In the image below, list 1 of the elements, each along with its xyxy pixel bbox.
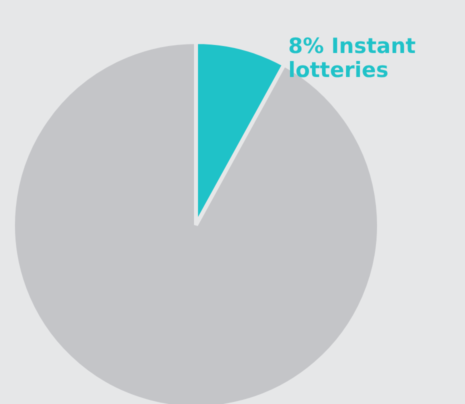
slice-label: 8% Instant lotteries [288,34,416,82]
